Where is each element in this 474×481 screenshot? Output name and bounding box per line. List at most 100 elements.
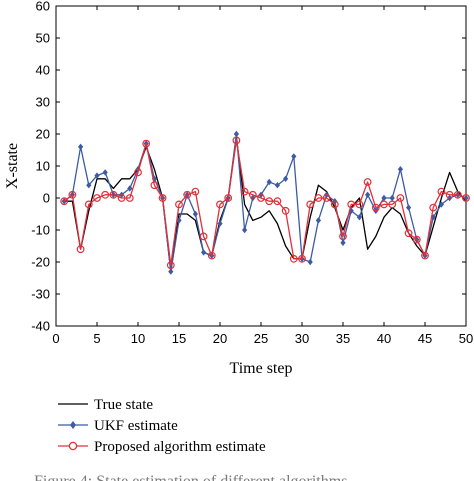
y-tick-label: 10 bbox=[36, 159, 50, 174]
y-tick-label: -30 bbox=[31, 287, 50, 302]
data-point-proposed bbox=[388, 200, 397, 209]
legend: True state UKF estimate Proposed algorit… bbox=[58, 397, 266, 455]
data-point-proposed bbox=[347, 200, 356, 209]
data-point-proposed bbox=[191, 187, 200, 196]
x-tick-label: 5 bbox=[93, 331, 100, 346]
data-point-proposed bbox=[142, 139, 151, 148]
data-point-ukf bbox=[86, 182, 92, 189]
data-point-proposed bbox=[445, 190, 454, 199]
data-point-proposed bbox=[183, 190, 192, 199]
plot-frame bbox=[55, 5, 467, 327]
data-point-ukf bbox=[168, 268, 174, 275]
data-point-ukf bbox=[242, 226, 248, 234]
series-line-true-state bbox=[64, 136, 467, 273]
y-tick-label: 60 bbox=[36, 0, 50, 14]
data-point-proposed bbox=[330, 200, 339, 209]
data-point-proposed bbox=[453, 190, 462, 199]
data-point-proposed bbox=[101, 190, 110, 199]
data-point-ukf bbox=[102, 169, 108, 176]
data-point-proposed bbox=[289, 254, 298, 263]
data-point-ukf bbox=[315, 217, 321, 224]
data-point-proposed bbox=[273, 197, 282, 206]
figure-caption: Figure 4: State estimation of different … bbox=[34, 473, 351, 481]
data-point-proposed bbox=[363, 178, 372, 186]
data-point-proposed bbox=[216, 200, 224, 209]
data-point-ukf bbox=[340, 239, 346, 246]
data-point-proposed bbox=[281, 206, 290, 215]
x-tick-label: 20 bbox=[213, 331, 227, 346]
data-point-proposed bbox=[158, 194, 167, 202]
y-tick-label: 50 bbox=[36, 31, 50, 46]
data-point-ukf bbox=[365, 191, 371, 198]
data-point-proposed bbox=[207, 251, 216, 260]
data-point-ukf bbox=[348, 207, 354, 214]
x-tick-label: 50 bbox=[459, 331, 473, 346]
x-axis-ticks: 0 5 10 15 20 25 30 35 40 45 50 bbox=[52, 6, 473, 346]
legend-item-ukf: UKF estimate bbox=[58, 418, 178, 434]
series-line-ukf bbox=[63, 133, 467, 273]
data-point-proposed bbox=[306, 200, 315, 209]
series-ukf bbox=[61, 130, 469, 275]
data-point-ukf bbox=[274, 182, 280, 189]
data-point-proposed bbox=[339, 232, 347, 241]
data-point-proposed bbox=[232, 136, 241, 145]
x-tick-label: 30 bbox=[295, 331, 309, 346]
data-point-ukf bbox=[307, 258, 313, 266]
data-point-proposed bbox=[396, 194, 405, 202]
legend-label-true-state: True state bbox=[94, 397, 153, 413]
series-true-state bbox=[64, 136, 467, 273]
y-tick-label: 30 bbox=[36, 95, 50, 110]
x-tick-label: 15 bbox=[172, 331, 186, 346]
y-tick-label: -10 bbox=[31, 223, 50, 238]
data-point-proposed bbox=[224, 194, 233, 202]
data-point-ukf bbox=[430, 214, 436, 221]
data-point-ukf bbox=[389, 194, 395, 202]
data-point-proposed bbox=[412, 235, 421, 244]
legend-item-true-state: True state bbox=[58, 397, 153, 413]
data-point-proposed bbox=[240, 187, 249, 196]
data-point-proposed bbox=[68, 190, 77, 199]
data-point-ukf bbox=[397, 166, 403, 173]
x-tick-label: 10 bbox=[131, 331, 145, 346]
data-point-ukf bbox=[438, 201, 444, 208]
data-point-proposed bbox=[355, 200, 364, 209]
data-point-proposed bbox=[199, 232, 208, 241]
data-point-proposed bbox=[257, 194, 265, 202]
data-point-proposed bbox=[437, 187, 446, 196]
data-point-proposed bbox=[109, 190, 118, 199]
data-point-proposed bbox=[404, 229, 413, 238]
data-point-ukf bbox=[406, 204, 412, 211]
data-point-proposed bbox=[60, 197, 69, 206]
y-tick-label: -20 bbox=[31, 255, 50, 270]
x-axis-title: Time step bbox=[230, 360, 293, 377]
x-tick-label: 0 bbox=[52, 331, 59, 346]
legend-label-proposed: Proposed algorithm estimate bbox=[94, 439, 266, 455]
data-point-ukf bbox=[217, 220, 223, 227]
data-point-proposed bbox=[134, 168, 142, 177]
data-point-ukf bbox=[94, 172, 100, 179]
data-point-ukf bbox=[192, 210, 198, 218]
data-point-proposed bbox=[462, 194, 470, 202]
x-tick-label: 35 bbox=[336, 331, 350, 346]
data-point-proposed bbox=[322, 194, 331, 202]
series-line-proposed bbox=[63, 139, 467, 266]
data-point-proposed bbox=[150, 181, 159, 190]
data-point-proposed bbox=[166, 261, 175, 270]
data-point-proposed bbox=[175, 200, 183, 209]
y-tick-label: 40 bbox=[36, 63, 50, 78]
data-point-ukf bbox=[78, 143, 84, 150]
data-point-proposed bbox=[76, 245, 85, 254]
data-point-ukf bbox=[266, 178, 272, 186]
y-tick-label: 0 bbox=[43, 191, 50, 206]
y-axis-title: X-state bbox=[4, 143, 21, 189]
data-point-proposed bbox=[125, 194, 134, 202]
data-point-proposed bbox=[380, 200, 388, 209]
data-point-proposed bbox=[298, 254, 306, 263]
data-point-proposed bbox=[265, 197, 274, 206]
y-tick-label: 20 bbox=[36, 127, 50, 142]
data-point-ukf bbox=[381, 194, 387, 202]
data-point-ukf bbox=[233, 130, 239, 138]
legend-marker-proposed bbox=[68, 441, 78, 451]
series-proposed bbox=[60, 136, 470, 270]
